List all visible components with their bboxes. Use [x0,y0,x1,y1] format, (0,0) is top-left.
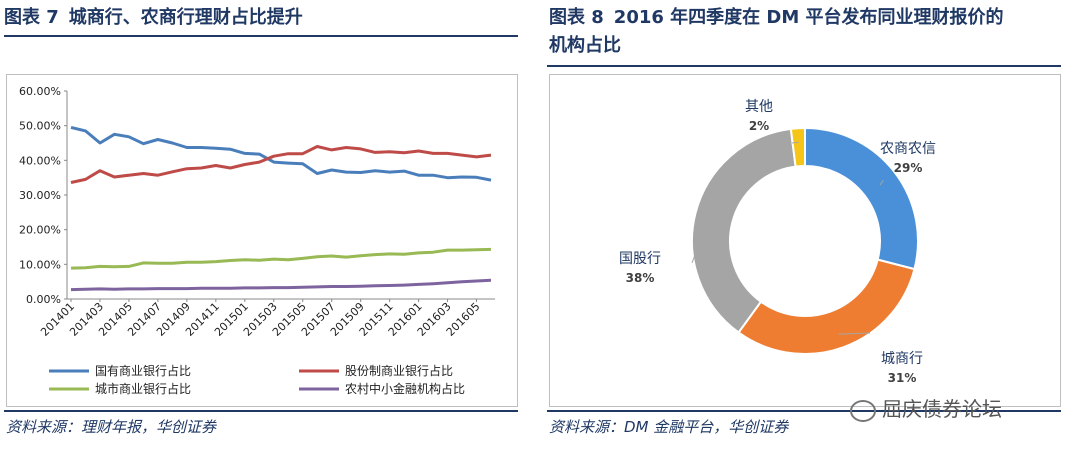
donut-slice [789,126,806,168]
right-source-rule [547,410,1061,412]
y-tick-label: 20.00% [19,224,61,237]
leader-line [791,141,799,144]
slice-pct-label: 29% [894,161,923,175]
donut-chart: 农商农信 29% 城商行 31% 国股行 38% 其他 2% [619,99,936,385]
y-tick-label: 0.00% [26,293,61,306]
legend-label: 农村中小金融机构占比 [345,381,465,396]
slice-label: 国股行 [619,251,661,267]
leader-line [691,216,710,264]
right-title-rule [547,65,1061,67]
right-source: 资料来源：DM 金融平台，华创证券 [549,418,789,436]
left-title-rule [4,35,518,37]
series-line [70,278,492,292]
watermark-text: 屈庆债券论坛 [882,397,1002,421]
y-tick-label: 30.00% [19,189,61,202]
right-figure-title-line1: 2016 年四季度在 DM 平台发布同业理财报价的 [613,7,1004,28]
left-source: 资料来源：理财年报，华创证券 [6,418,217,436]
slice-pct-label: 38% [626,271,655,285]
slice-pct-label: 2% [749,119,769,133]
leader-line [838,332,871,335]
watermark: 屈庆债券论坛 [850,393,1002,422]
wechat-icon [850,399,876,422]
legend-label: 城市商业银行占比 [95,381,191,396]
slice-label: 农商农信 [880,141,936,157]
legend-label: 国有商业银行占比 [95,363,191,378]
donut-chart-frame: 农商农信 29% 城商行 31% 国股行 38% 其他 2% [549,74,1061,407]
right-figure-title: 图表 8 2016 年四季度在 DM 平台发布同业理财报价的 [545,4,1004,32]
slice-pct-label: 31% [888,371,917,385]
donut-slice [691,127,797,334]
right-figure-title-line2: 机构占比 [549,35,621,56]
series-line [70,247,492,270]
leader-line [879,180,884,186]
slice-label: 其他 [745,99,773,115]
series-line [70,125,492,182]
line-chart-frame: 0.00% 10.00% 20.00% 30.00% 40.00% 50.00% 60.00… [6,74,518,407]
left-figure-title-text: 城商行、农商行理财占比提升 [68,7,303,28]
y-tick-label: 60.00% [19,85,61,98]
right-figure-label: 图表 8 [549,7,604,28]
y-tick-label: 40.00% [19,154,61,167]
line-chart: 0.00% 10.00% 20.00% 30.00% 40.00% 50.00% 60.00… [19,85,495,396]
donut-slice [737,258,916,355]
y-tick-label: 10.00% [19,258,61,271]
series-line [70,145,492,184]
left-figure-title: 图表 7 城商行、农商行理财占比提升 [0,4,303,32]
slice-label: 城商行 [881,351,923,367]
legend-label: 股份制商业银行占比 [345,363,453,378]
left-source-rule [4,410,518,412]
y-tick-label: 50.00% [19,120,61,133]
donut-slice [804,126,919,271]
left-figure-label: 图表 7 [4,7,59,28]
